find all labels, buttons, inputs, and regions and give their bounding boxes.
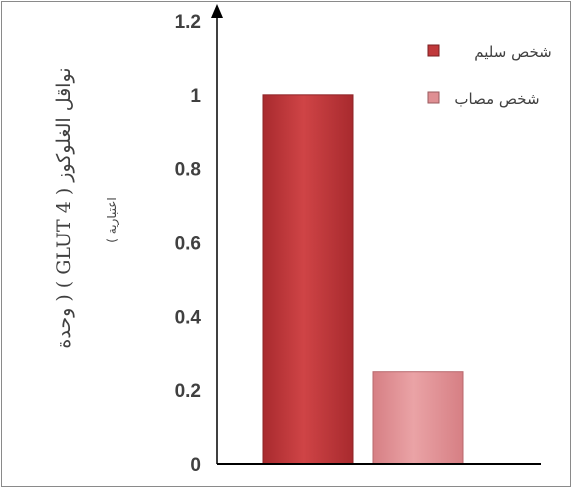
legend-swatch-sick bbox=[427, 91, 440, 104]
legend-swatch-healthy bbox=[427, 44, 440, 57]
y-tick-label: 0.2 bbox=[175, 381, 201, 402]
bar-sick bbox=[372, 371, 464, 465]
y-tick-label: 0.4 bbox=[175, 307, 202, 328]
legend: شخص سليم شخص مصاب bbox=[427, 43, 552, 108]
y-axis-arrow-icon bbox=[211, 4, 223, 18]
bars bbox=[262, 94, 464, 465]
y-tick-label: 0 bbox=[190, 455, 201, 476]
y-axis-title-sub: اعتبارية ) bbox=[105, 197, 120, 242]
y-tick-label: 1 bbox=[190, 86, 201, 107]
y-axis-ticks: 0 0.2 0.4 0.6 0.8 1 1.2 bbox=[175, 12, 202, 476]
legend-label-healthy: شخص سليم bbox=[474, 43, 551, 61]
y-tick-label: 0.8 bbox=[175, 160, 201, 181]
y-axis-title-line2: اعتبارية ) bbox=[105, 197, 120, 242]
bar-healthy bbox=[262, 94, 354, 465]
y-tick-label: 1.2 bbox=[175, 12, 201, 33]
y-axis-title-line1: نواقل الغلوكوز ( GLUT 4 ) ( وحدة bbox=[53, 67, 75, 348]
y-tick-label: 0.6 bbox=[175, 234, 201, 255]
legend-label-sick: شخص مصاب bbox=[454, 90, 539, 108]
y-axis-title: نواقل الغلوكوز ( GLUT 4 ) ( وحدة bbox=[53, 67, 75, 348]
